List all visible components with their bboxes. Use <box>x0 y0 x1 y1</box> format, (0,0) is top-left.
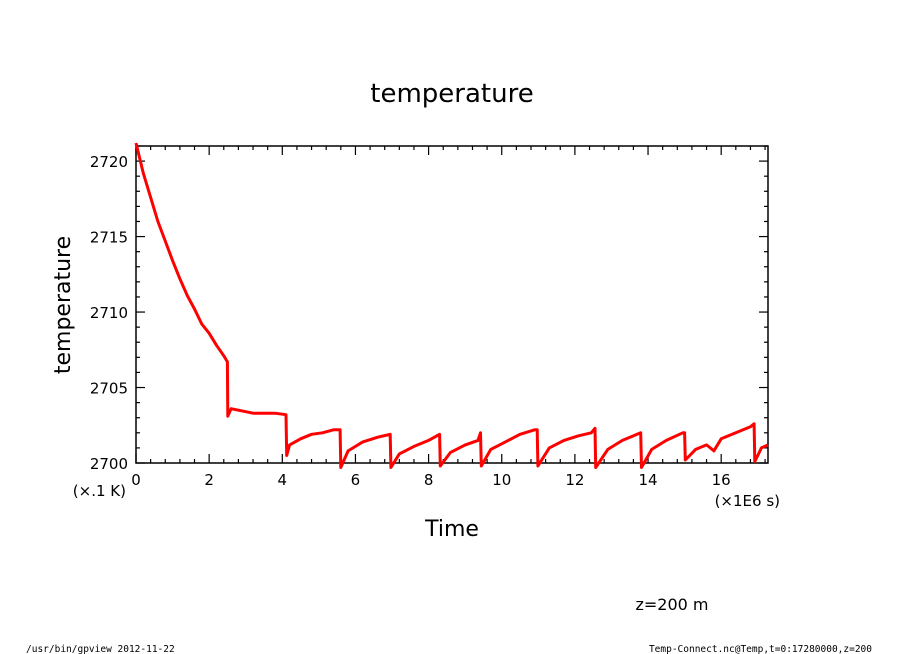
series-line <box>134 142 769 469</box>
x-axis-ticks <box>135 146 766 463</box>
x-tick-label: 4 <box>278 471 288 489</box>
y-tick-label: 2715 <box>90 229 128 247</box>
footer-right: Temp-Connect.nc@Temp,t=0:17280000,z=200 <box>649 644 872 654</box>
plot-frame <box>135 145 769 464</box>
x-axis-label: Time <box>424 517 479 542</box>
x-tick-label: 2 <box>204 471 214 489</box>
x-tick-label: 12 <box>565 471 584 489</box>
x-tick-label: 10 <box>492 471 511 489</box>
y-tick-label: 2700 <box>90 455 128 473</box>
y-tick-label: 2710 <box>90 304 128 322</box>
chart-title: temperature <box>370 79 533 109</box>
y-unit-label: (×.1 K) <box>73 482 126 500</box>
x-tick-label: 14 <box>638 471 657 489</box>
y-tick-labels: 2700 2705 2710 2715 2720 <box>90 153 128 473</box>
footer-left: /usr/bin/gpview 2012-11-22 <box>26 644 175 654</box>
x-tick-label: 6 <box>351 471 361 489</box>
x-tick-labels: 0 2 4 6 8 10 12 14 16 <box>131 471 731 489</box>
annotation-z: z=200 m <box>635 595 708 614</box>
y-axis-label: temperature <box>51 236 76 374</box>
x-tick-label: 0 <box>131 471 141 489</box>
x-tick-label: 8 <box>424 471 434 489</box>
x-unit-label: (×1E6 s) <box>715 492 780 510</box>
x-tick-label: 16 <box>712 471 731 489</box>
y-axis-ticks <box>136 145 768 464</box>
y-tick-label: 2720 <box>90 153 128 171</box>
y-tick-label: 2705 <box>90 380 128 398</box>
